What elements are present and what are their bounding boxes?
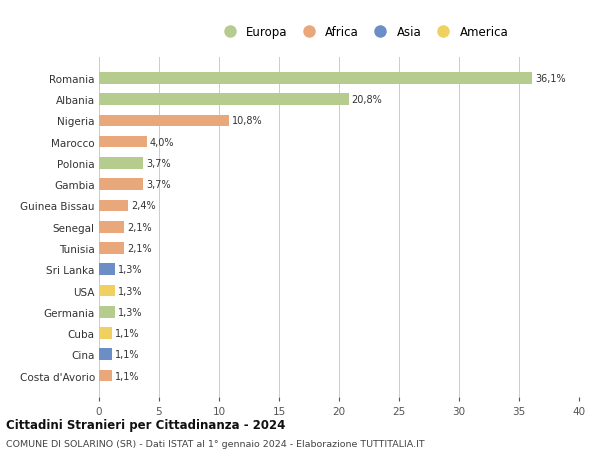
Text: 2,1%: 2,1% [127,222,152,232]
Bar [99,349,112,360]
Bar [99,158,143,169]
Bar [99,264,115,275]
Bar [99,94,349,106]
Text: 2,4%: 2,4% [131,201,155,211]
Text: 10,8%: 10,8% [232,116,262,126]
Text: COMUNE DI SOLARINO (SR) - Dati ISTAT al 1° gennaio 2024 - Elaborazione TUTTITALI: COMUNE DI SOLARINO (SR) - Dati ISTAT al … [6,439,425,448]
Bar [99,285,115,297]
Text: 2,1%: 2,1% [127,243,152,253]
Text: 4,0%: 4,0% [150,137,175,147]
Text: 1,1%: 1,1% [115,328,140,338]
Bar [99,136,147,148]
Text: Cittadini Stranieri per Cittadinanza - 2024: Cittadini Stranieri per Cittadinanza - 2… [6,418,286,431]
Bar [99,115,229,127]
Text: 1,3%: 1,3% [118,265,142,274]
Bar [99,221,124,233]
Text: 1,1%: 1,1% [115,371,140,381]
Bar [99,179,143,190]
Bar [99,370,112,381]
Text: 3,7%: 3,7% [146,180,171,190]
Bar [99,327,112,339]
Text: 1,1%: 1,1% [115,350,140,359]
Bar [99,306,115,318]
Text: 20,8%: 20,8% [352,95,382,105]
Legend: Europa, Africa, Asia, America: Europa, Africa, Asia, America [218,26,508,39]
Bar [99,200,128,212]
Bar [99,243,124,254]
Bar [99,73,532,84]
Text: 3,7%: 3,7% [146,158,171,168]
Text: 1,3%: 1,3% [118,307,142,317]
Text: 1,3%: 1,3% [118,286,142,296]
Text: 36,1%: 36,1% [535,73,566,84]
